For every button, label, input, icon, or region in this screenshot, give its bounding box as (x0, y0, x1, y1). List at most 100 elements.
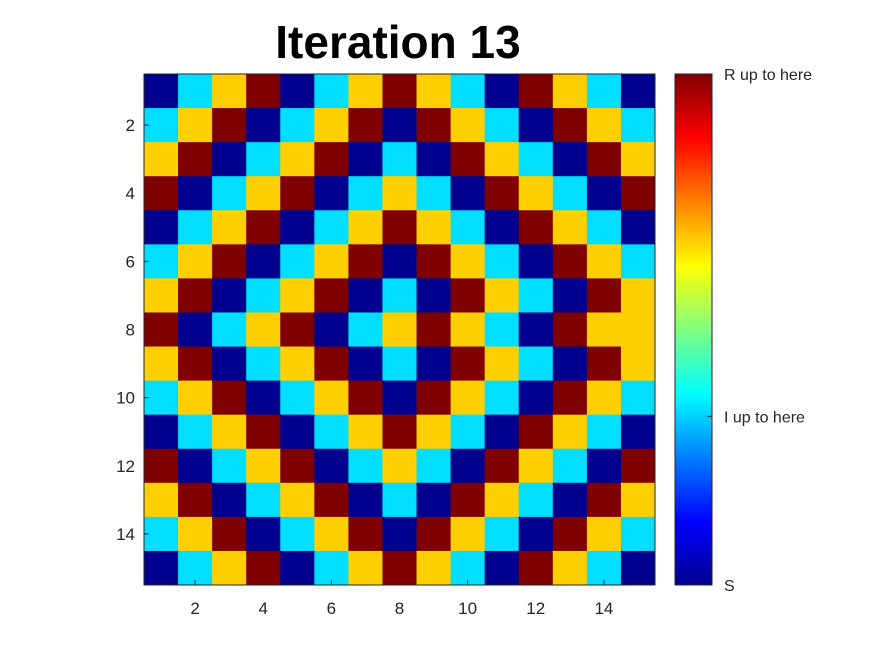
heatmap-cell (620, 380, 656, 416)
heatmap-cell (450, 278, 486, 313)
heatmap-cell (552, 448, 588, 484)
heatmap-cell (212, 312, 247, 347)
heatmap-cell (620, 108, 656, 143)
heatmap-cell (246, 176, 281, 211)
heatmap-cell (382, 278, 417, 313)
heatmap-cell (620, 74, 656, 109)
heatmap-cell (246, 516, 281, 552)
heatmap-cell (416, 312, 451, 347)
heatmap-cell (314, 482, 349, 518)
heatmap-cell (620, 414, 656, 450)
heatmap-cell (450, 74, 486, 109)
heatmap-cell (348, 346, 383, 381)
y-tick-label: 6 (126, 252, 135, 271)
heatmap-cell (348, 516, 383, 552)
heatmap-cell (212, 210, 247, 245)
heatmap-cell (382, 312, 417, 347)
heatmap-cell (246, 210, 281, 245)
heatmap-cell (416, 550, 451, 586)
heatmap-cell (450, 210, 486, 245)
heatmap-cell (144, 278, 179, 313)
heatmap-cell (518, 448, 554, 484)
heatmap-cell (314, 312, 349, 347)
heatmap-cell (280, 108, 315, 143)
heatmap-cell (382, 74, 417, 109)
heatmap-cell (246, 108, 281, 143)
heatmap-cell (212, 448, 247, 484)
heatmap-cell (212, 142, 247, 177)
x-tick-label: 8 (395, 599, 404, 618)
heatmap-cell (314, 448, 349, 484)
heatmap-cell (484, 482, 520, 518)
heatmap-cell (212, 108, 247, 143)
heatmap-cell (280, 244, 315, 279)
heatmap-cell (416, 346, 451, 381)
heatmap-cell (484, 312, 520, 347)
heatmap-cell (348, 244, 383, 279)
heatmap-cell (212, 550, 247, 586)
heatmap-cell (586, 516, 622, 552)
heatmap-cell (518, 312, 554, 347)
heatmap-cell (416, 176, 451, 211)
heatmap-cell (552, 346, 588, 381)
heatmap-cell (280, 482, 315, 518)
heatmap-cell (484, 346, 520, 381)
heatmap-cell (586, 482, 622, 518)
heatmap-cell (518, 278, 554, 313)
heatmap-cell (246, 482, 281, 518)
heatmap-cell (280, 516, 315, 552)
heatmap-cell (348, 482, 383, 518)
x-tick-label: 2 (190, 599, 199, 618)
heatmap-cell (484, 210, 520, 245)
y-tick-label: 4 (126, 184, 135, 203)
y-tick-label: 8 (126, 321, 135, 340)
heatmap-cell (552, 550, 588, 586)
heatmap-cell (382, 414, 417, 450)
heatmap-cell (280, 414, 315, 450)
heatmap-cell (416, 74, 451, 109)
heatmap-cell (450, 244, 486, 279)
heatmap-cell (314, 414, 349, 450)
x-axis-ticks: 2 4 6 8 10 12 14 (190, 580, 613, 618)
heatmap-cell (620, 550, 656, 586)
heatmap-cell (450, 108, 486, 143)
heatmap-cell (382, 210, 417, 245)
heatmap-cell (416, 142, 451, 177)
heatmap-cell (314, 210, 349, 245)
heatmap-cell (586, 108, 622, 143)
heatmap-cell (416, 210, 451, 245)
y-tick-label: 14 (116, 525, 135, 544)
heatmap-cell (280, 176, 315, 211)
heatmap-cell (178, 550, 213, 586)
heatmap-cell (178, 516, 213, 552)
heatmap-cell (280, 380, 315, 416)
heatmap-cell (212, 482, 247, 518)
heatmap-cell (518, 108, 554, 143)
heatmap-cell (484, 550, 520, 586)
heatmap-cell (178, 74, 213, 109)
heatmap-cell (314, 176, 349, 211)
heatmap-cell (484, 516, 520, 552)
heatmap-cell (348, 448, 383, 484)
heatmap-cell (144, 244, 179, 279)
heatmap-cell (586, 550, 622, 586)
x-tick-label: 4 (258, 599, 267, 618)
heatmap-cell (484, 414, 520, 450)
heatmap-cell (382, 244, 417, 279)
heatmap-cell (212, 380, 247, 416)
heatmap-cell (144, 142, 179, 177)
heatmap-cell (314, 74, 349, 109)
heatmap-cell (212, 176, 247, 211)
colorbar (674, 73, 713, 586)
heatmap-cell (620, 448, 656, 484)
heatmap-cell (178, 380, 213, 416)
heatmap-cell (144, 516, 179, 552)
heatmap-cell (484, 108, 520, 143)
heatmap-cell (144, 482, 179, 518)
heatmap-cell (620, 346, 656, 381)
colorbar-tick-label: S (724, 578, 735, 595)
heatmap-cell (314, 550, 349, 586)
x-tick-label: 10 (458, 599, 477, 618)
heatmap-cell (450, 482, 486, 518)
heatmap-cell (586, 278, 622, 313)
